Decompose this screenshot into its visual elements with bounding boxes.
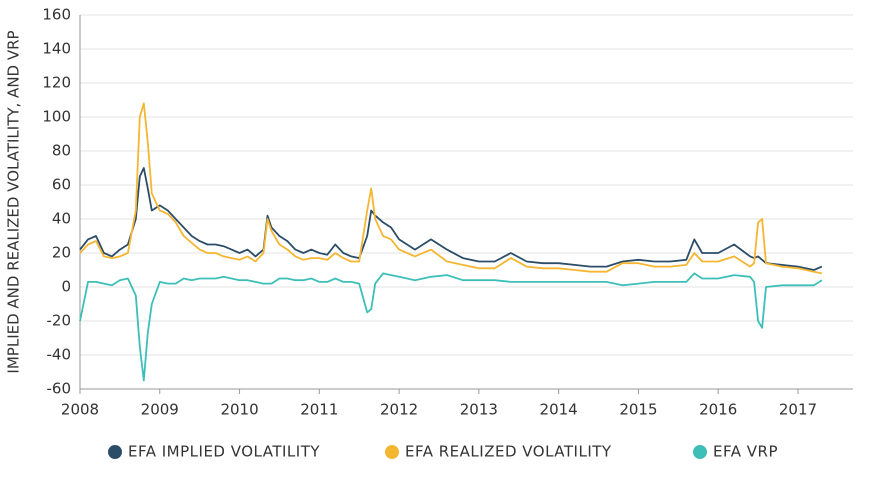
y-tick-label: 160 (42, 6, 71, 24)
legend-marker (693, 445, 707, 459)
y-tick-label: 20 (52, 244, 71, 262)
x-tick-label: 2011 (300, 401, 338, 419)
y-tick-label: -40 (47, 346, 72, 364)
series-line (79, 167, 823, 271)
x-tick-label: 2016 (699, 401, 737, 419)
legend-label: EFA VRP (713, 443, 778, 461)
x-tick-label: 2012 (380, 401, 418, 419)
y-tick-label: 120 (42, 74, 71, 92)
y-tick-label: 80 (52, 142, 71, 160)
series-line (79, 102, 823, 275)
legend-label: EFA IMPLIED VOLATILITY (128, 443, 320, 461)
x-tick-label: 2014 (540, 401, 578, 419)
legend-marker (385, 445, 399, 459)
y-tick-label: 100 (42, 108, 71, 126)
legend-label: EFA REALIZED VOLATILITY (405, 443, 612, 461)
series-line (79, 272, 823, 382)
y-tick-label: -60 (47, 380, 72, 398)
y-tick-label: 60 (52, 176, 71, 194)
x-tick-label: 2010 (220, 401, 258, 419)
y-axis-label: IMPLIED AND REALIZED VOLATILITY, AND VRP (5, 30, 23, 373)
y-tick-label: -20 (47, 312, 72, 330)
legend-marker (108, 445, 122, 459)
x-tick-label: 2015 (619, 401, 657, 419)
x-tick-label: 2009 (141, 401, 179, 419)
x-tick-label: 2013 (460, 401, 498, 419)
y-tick-label: 0 (61, 278, 71, 296)
x-tick-label: 2008 (61, 401, 99, 419)
y-tick-label: 140 (42, 40, 71, 58)
x-tick-label: 2017 (779, 401, 817, 419)
y-tick-label: 40 (52, 210, 71, 228)
